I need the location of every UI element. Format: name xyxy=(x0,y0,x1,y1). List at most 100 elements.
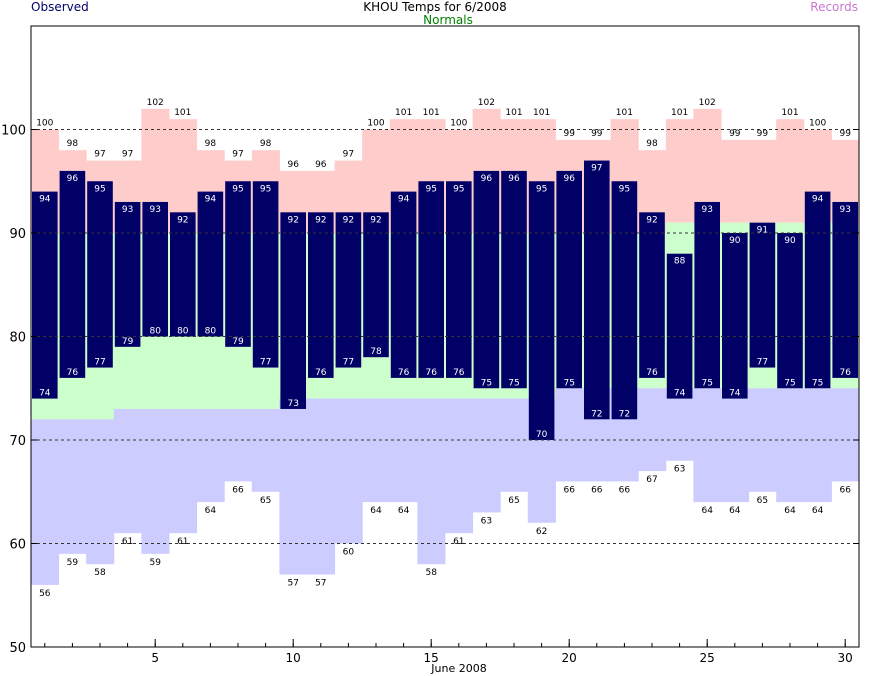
record-high-label: 101 xyxy=(174,108,191,118)
record-low-label: 61 xyxy=(453,537,464,547)
record-low-band xyxy=(638,388,667,472)
record-low-band xyxy=(224,408,253,482)
observed-high-label: 96 xyxy=(563,174,575,184)
record-high-label: 100 xyxy=(450,119,467,129)
observed-bars xyxy=(32,160,858,440)
record-low-label: 66 xyxy=(591,485,603,495)
record-high-label: 98 xyxy=(646,139,658,149)
record-low-label: 58 xyxy=(425,568,437,578)
legend-records: Records xyxy=(810,0,858,14)
record-low-band xyxy=(693,388,722,503)
record-high-label: 101 xyxy=(395,108,412,118)
observed-low-label: 80 xyxy=(205,327,217,337)
observed-bar xyxy=(197,191,224,337)
record-low-label: 61 xyxy=(177,537,188,547)
observed-low-label: 80 xyxy=(177,327,189,337)
observed-high-label: 93 xyxy=(839,205,850,215)
observed-low-label: 77 xyxy=(260,358,271,368)
observed-bar xyxy=(114,201,141,347)
record-high-label: 96 xyxy=(315,160,327,170)
observed-low-label: 75 xyxy=(563,378,574,388)
observed-high-label: 90 xyxy=(729,236,741,246)
record-low-band xyxy=(251,408,280,492)
observed-high-label: 92 xyxy=(177,215,188,225)
observed-bar xyxy=(32,191,58,399)
observed-high-label: 91 xyxy=(757,226,768,236)
x-axis-label: June 2008 xyxy=(430,662,486,675)
record-high-label: 100 xyxy=(367,119,384,129)
observed-high-label: 90 xyxy=(784,236,796,246)
observed-bar xyxy=(59,170,86,378)
record-high-label: 99 xyxy=(757,129,769,139)
observed-low-label: 74 xyxy=(39,389,51,399)
observed-high-label: 94 xyxy=(398,195,410,205)
observed-bar xyxy=(722,233,748,399)
observed-high-label: 97 xyxy=(591,164,602,174)
observed-bar xyxy=(584,160,610,420)
record-low-label: 63 xyxy=(481,516,492,526)
record-high-label: 97 xyxy=(232,150,243,160)
observed-high-label: 94 xyxy=(812,195,824,205)
observed-low-label: 74 xyxy=(674,389,686,399)
x-tick-label: 25 xyxy=(700,651,715,665)
record-low-band xyxy=(362,398,391,503)
y-tick-label: 50 xyxy=(9,641,26,656)
observed-bar xyxy=(446,181,472,378)
x-tick-label: 20 xyxy=(562,651,577,665)
record-high-band xyxy=(665,119,694,223)
record-high-label: 101 xyxy=(505,108,522,118)
observed-high-label: 93 xyxy=(122,205,133,215)
record-high-label: 101 xyxy=(533,108,550,118)
observed-low-label: 75 xyxy=(508,378,519,388)
observed-bar xyxy=(473,170,500,389)
observed-low-label: 77 xyxy=(343,358,354,368)
record-low-label: 63 xyxy=(674,465,685,475)
record-low-band xyxy=(776,388,805,503)
observed-low-label: 79 xyxy=(232,337,244,347)
record-low-band xyxy=(500,398,529,492)
observed-low-label: 79 xyxy=(122,337,134,347)
record-low-label: 64 xyxy=(205,506,217,516)
observed-bar xyxy=(170,212,196,337)
record-high-label: 96 xyxy=(287,160,299,170)
observed-bar xyxy=(225,181,251,347)
observed-high-label: 95 xyxy=(260,184,271,194)
observed-bar xyxy=(142,201,168,337)
observed-low-label: 77 xyxy=(757,358,768,368)
observed-low-label: 75 xyxy=(481,378,492,388)
record-high-label: 98 xyxy=(260,139,272,149)
observed-high-label: 95 xyxy=(453,184,464,194)
observed-high-label: 92 xyxy=(370,215,381,225)
record-low-label: 62 xyxy=(536,527,547,537)
observed-high-label: 95 xyxy=(94,184,105,194)
observed-low-label: 72 xyxy=(591,409,602,419)
record-low-label: 64 xyxy=(784,506,796,516)
observed-low-label: 77 xyxy=(94,358,105,368)
record-low-label: 66 xyxy=(839,485,851,495)
record-low-band xyxy=(417,398,446,565)
record-low-band xyxy=(86,419,115,565)
record-low-band xyxy=(141,408,170,554)
observed-bar xyxy=(308,212,334,378)
record-low-label: 66 xyxy=(619,485,631,495)
record-low-label: 65 xyxy=(260,496,271,506)
x-tick-label: 30 xyxy=(838,651,853,665)
data-labels: 100 94 74 56 98 96 76 59 97 95 77 58 97 93 79 61 102 93 80… xyxy=(36,98,851,599)
observed-low-label: 70 xyxy=(536,430,548,440)
record-low-label: 64 xyxy=(398,506,410,516)
record-high-label: 102 xyxy=(699,98,716,108)
y-tick-label: 70 xyxy=(9,434,26,449)
record-low-band xyxy=(196,408,225,503)
observed-bar xyxy=(390,191,417,378)
observed-bar xyxy=(749,222,776,368)
observed-low-label: 75 xyxy=(784,378,795,388)
record-high-label: 99 xyxy=(563,129,575,139)
y-tick-label: 90 xyxy=(9,227,26,242)
record-high-label: 100 xyxy=(809,119,826,129)
observed-bar xyxy=(252,181,279,368)
record-high-label: 98 xyxy=(67,139,79,149)
observed-low-label: 78 xyxy=(370,347,382,357)
observed-high-label: 95 xyxy=(619,184,630,194)
record-low-label: 66 xyxy=(232,485,244,495)
